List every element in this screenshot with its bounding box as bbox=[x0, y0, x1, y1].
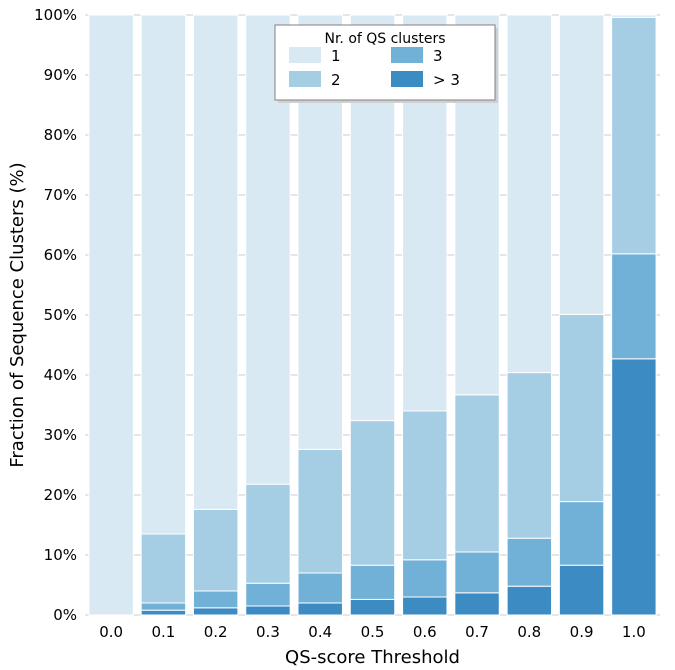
bar-segment bbox=[559, 314, 603, 501]
legend-item-label: 3 bbox=[433, 47, 443, 65]
ytick-label: 90% bbox=[44, 66, 77, 84]
legend-swatch bbox=[289, 71, 321, 87]
bar-segment bbox=[455, 552, 499, 593]
bar-segment bbox=[246, 484, 290, 583]
bar-segment bbox=[141, 603, 185, 610]
xtick-label: 0.7 bbox=[465, 623, 489, 641]
bar-segment bbox=[193, 608, 237, 615]
bar-segment bbox=[612, 359, 656, 615]
bar-segment bbox=[193, 509, 237, 591]
bar-segment bbox=[141, 610, 185, 615]
ytick-label: 50% bbox=[44, 306, 77, 324]
ytick-label: 60% bbox=[44, 246, 77, 264]
bar-segment bbox=[141, 15, 185, 534]
ytick-label: 30% bbox=[44, 426, 77, 444]
legend-item-label: 1 bbox=[331, 47, 341, 65]
xtick-label: 0.1 bbox=[151, 623, 175, 641]
bar-segment bbox=[350, 565, 394, 599]
bar-segment bbox=[559, 502, 603, 566]
ytick-label: 80% bbox=[44, 126, 77, 144]
xtick-label: 1.0 bbox=[622, 623, 646, 641]
bar-segment bbox=[455, 395, 499, 552]
ytick-label: 70% bbox=[44, 186, 77, 204]
ytick-label: 100% bbox=[34, 6, 77, 24]
bar-segment bbox=[612, 17, 656, 253]
bar-segment bbox=[141, 534, 185, 603]
ytick-label: 40% bbox=[44, 366, 77, 384]
bar-segment bbox=[612, 15, 656, 17]
bar-segment bbox=[193, 15, 237, 509]
bar-segment bbox=[507, 15, 551, 373]
bar-segment bbox=[403, 560, 447, 597]
legend-item-label: > 3 bbox=[433, 71, 460, 89]
y-axis-label: Fraction of Sequence Clusters (%) bbox=[7, 162, 28, 467]
xtick-label: 0.9 bbox=[570, 623, 594, 641]
xtick-label: 0.4 bbox=[308, 623, 332, 641]
bar-segment bbox=[507, 538, 551, 586]
bar-segment bbox=[403, 411, 447, 560]
bar-segment bbox=[507, 373, 551, 539]
ytick-label: 10% bbox=[44, 546, 77, 564]
ytick-label: 20% bbox=[44, 486, 77, 504]
bar-segment bbox=[559, 15, 603, 314]
bar-segment bbox=[507, 586, 551, 615]
xtick-label: 0.5 bbox=[361, 623, 385, 641]
xtick-label: 0.2 bbox=[204, 623, 228, 641]
legend-swatch bbox=[289, 47, 321, 63]
bar-segment bbox=[403, 597, 447, 615]
stacked-bar-chart: 0% 10% 20% 30% 40% 50% 60% 70% 80% 90% 100% 0.0 0.1 0… bbox=[0, 0, 675, 670]
legend-swatch bbox=[391, 71, 423, 87]
bar-segment bbox=[246, 583, 290, 606]
bar-segment bbox=[455, 593, 499, 615]
bar-segment bbox=[298, 603, 342, 615]
bar-segment bbox=[298, 573, 342, 603]
legend-item-label: 2 bbox=[331, 71, 341, 89]
bar-segment bbox=[612, 254, 656, 359]
bar-segment bbox=[350, 421, 394, 566]
xtick-label: 0.6 bbox=[413, 623, 437, 641]
xtick-label: 0.3 bbox=[256, 623, 280, 641]
bar-segment bbox=[298, 449, 342, 573]
ytick-label: 0% bbox=[53, 606, 77, 624]
legend-title: Nr. of QS clusters bbox=[324, 31, 445, 47]
x-axis-label: QS-score Threshold bbox=[285, 647, 460, 668]
bar-segment bbox=[89, 15, 133, 615]
bar-segment bbox=[193, 591, 237, 608]
bar-segment bbox=[246, 606, 290, 615]
xtick-label: 0.8 bbox=[517, 623, 541, 641]
xtick-label: 0.0 bbox=[99, 623, 123, 641]
bar-segment bbox=[559, 565, 603, 615]
chart-container: 0% 10% 20% 30% 40% 50% 60% 70% 80% 90% 100% 0.0 0.1 0… bbox=[0, 0, 675, 670]
bar-segment bbox=[350, 599, 394, 615]
legend-swatch bbox=[391, 47, 423, 63]
